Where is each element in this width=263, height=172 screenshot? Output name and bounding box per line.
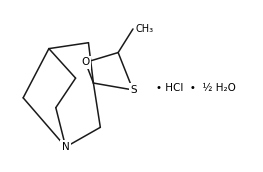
Text: O: O — [81, 57, 90, 67]
Text: • HCl  •  ½ H₂O: • HCl • ½ H₂O — [156, 83, 236, 93]
Text: S: S — [131, 85, 137, 95]
Text: CH₃: CH₃ — [136, 24, 154, 34]
Text: N: N — [62, 142, 70, 152]
